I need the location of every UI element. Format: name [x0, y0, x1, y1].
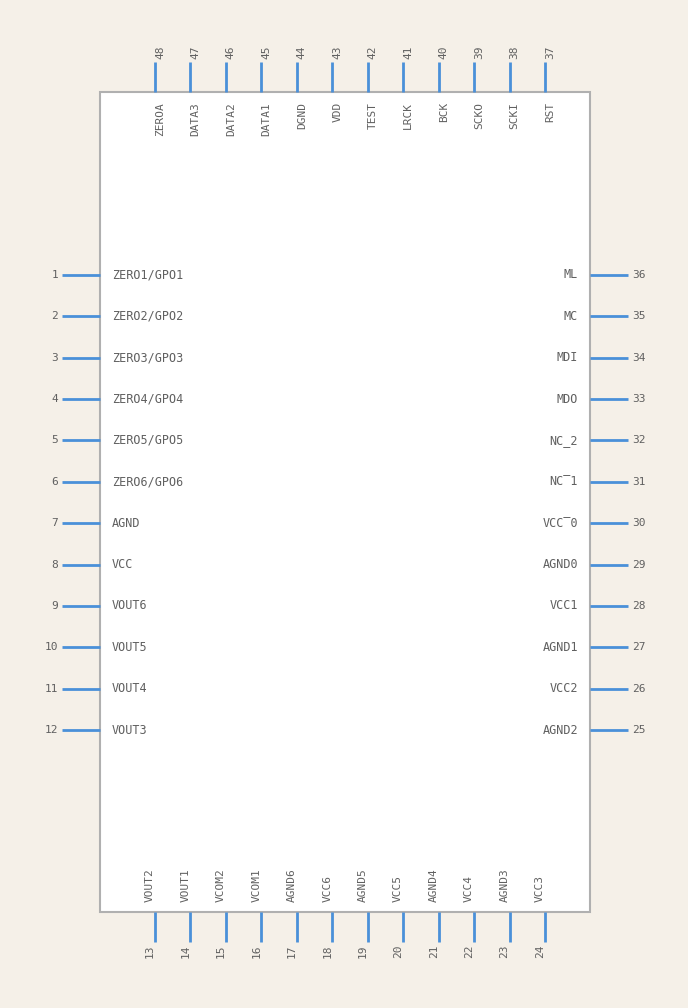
Text: 18: 18 — [322, 946, 332, 959]
Text: VCOM1: VCOM1 — [251, 868, 261, 902]
Text: 17: 17 — [287, 946, 297, 959]
Text: SCKO: SCKO — [474, 102, 484, 129]
Text: VCC6: VCC6 — [322, 875, 332, 902]
Text: 38: 38 — [510, 45, 519, 59]
Text: ZERO1/GPO1: ZERO1/GPO1 — [112, 268, 183, 281]
Text: 23: 23 — [499, 946, 510, 959]
Text: 6: 6 — [51, 477, 58, 487]
Text: 32: 32 — [632, 435, 645, 446]
Text: SCKI: SCKI — [510, 102, 519, 129]
Text: ZERO3/GPO3: ZERO3/GPO3 — [112, 351, 183, 364]
Text: VOUT4: VOUT4 — [112, 682, 148, 696]
Text: 11: 11 — [45, 683, 58, 694]
Text: VOUT6: VOUT6 — [112, 600, 148, 613]
Text: 40: 40 — [439, 45, 449, 59]
Text: AGND4: AGND4 — [429, 868, 439, 902]
Text: 24: 24 — [535, 946, 545, 959]
Text: 8: 8 — [51, 559, 58, 570]
Text: VCC: VCC — [112, 558, 133, 572]
Text: VOUT3: VOUT3 — [112, 724, 148, 737]
Text: 25: 25 — [632, 725, 645, 735]
Text: VOUT1: VOUT1 — [180, 868, 191, 902]
Text: 10: 10 — [45, 642, 58, 652]
Text: TEST: TEST — [367, 102, 378, 129]
Text: MDI: MDI — [557, 351, 578, 364]
Text: 16: 16 — [251, 946, 261, 959]
Text: ZEROA: ZEROA — [155, 102, 165, 136]
Text: 19: 19 — [358, 946, 367, 959]
Text: 43: 43 — [332, 45, 342, 59]
Text: VOUT5: VOUT5 — [112, 641, 148, 654]
Text: AGND2: AGND2 — [542, 724, 578, 737]
Text: 27: 27 — [632, 642, 645, 652]
Text: 37: 37 — [545, 45, 555, 59]
Text: VCC̅0: VCC̅0 — [542, 517, 578, 529]
Text: AGND0: AGND0 — [542, 558, 578, 572]
Text: AGND5: AGND5 — [358, 868, 367, 902]
Text: 13: 13 — [145, 946, 155, 959]
Text: VCC2: VCC2 — [550, 682, 578, 696]
Text: 42: 42 — [367, 45, 378, 59]
Text: 22: 22 — [464, 946, 474, 959]
Text: 41: 41 — [403, 45, 413, 59]
Text: 30: 30 — [632, 518, 645, 528]
Text: AGND: AGND — [112, 517, 140, 529]
Text: 5: 5 — [51, 435, 58, 446]
Text: DATA3: DATA3 — [191, 102, 200, 136]
Text: 20: 20 — [393, 946, 403, 959]
Text: RST: RST — [545, 102, 555, 122]
Text: 47: 47 — [191, 45, 200, 59]
Text: 34: 34 — [632, 353, 645, 363]
Text: MDO: MDO — [557, 392, 578, 405]
Text: AGND6: AGND6 — [287, 868, 297, 902]
Text: VCOM2: VCOM2 — [216, 868, 226, 902]
Text: NC̅1: NC̅1 — [550, 476, 578, 488]
Text: 26: 26 — [632, 683, 645, 694]
Text: 48: 48 — [155, 45, 165, 59]
Text: 2: 2 — [51, 311, 58, 322]
Text: 28: 28 — [632, 601, 645, 611]
Text: 46: 46 — [226, 45, 236, 59]
Text: NC_2: NC_2 — [550, 434, 578, 447]
Text: VCC3: VCC3 — [535, 875, 545, 902]
Text: 31: 31 — [632, 477, 645, 487]
Text: 21: 21 — [429, 946, 439, 959]
Text: 4: 4 — [51, 394, 58, 404]
Text: 9: 9 — [51, 601, 58, 611]
Text: 35: 35 — [632, 311, 645, 322]
Text: ZERO4/GPO4: ZERO4/GPO4 — [112, 392, 183, 405]
Text: ZERO2/GPO2: ZERO2/GPO2 — [112, 309, 183, 323]
Text: ZERO5/GPO5: ZERO5/GPO5 — [112, 434, 183, 447]
Text: VOUT2: VOUT2 — [145, 868, 155, 902]
Text: AGND1: AGND1 — [542, 641, 578, 654]
Text: VCC4: VCC4 — [464, 875, 474, 902]
Text: 33: 33 — [632, 394, 645, 404]
Text: 12: 12 — [45, 725, 58, 735]
Text: 29: 29 — [632, 559, 645, 570]
Text: 36: 36 — [632, 270, 645, 280]
Text: AGND3: AGND3 — [499, 868, 510, 902]
Text: DATA1: DATA1 — [261, 102, 271, 136]
Text: 14: 14 — [180, 946, 191, 959]
Text: VCC1: VCC1 — [550, 600, 578, 613]
Text: 3: 3 — [51, 353, 58, 363]
Text: 45: 45 — [261, 45, 271, 59]
Text: DGND: DGND — [297, 102, 307, 129]
Text: BCK: BCK — [439, 102, 449, 122]
Text: 7: 7 — [51, 518, 58, 528]
Text: 1: 1 — [51, 270, 58, 280]
Text: DATA2: DATA2 — [226, 102, 236, 136]
Text: ZERO6/GPO6: ZERO6/GPO6 — [112, 476, 183, 488]
Text: 44: 44 — [297, 45, 307, 59]
Text: 39: 39 — [474, 45, 484, 59]
Text: MC: MC — [563, 309, 578, 323]
Bar — [100, 92, 590, 912]
Text: VCC5: VCC5 — [393, 875, 403, 902]
Text: 15: 15 — [216, 946, 226, 959]
Text: LRCK: LRCK — [403, 102, 413, 129]
Text: VDD: VDD — [332, 102, 342, 122]
Text: ML: ML — [563, 268, 578, 281]
